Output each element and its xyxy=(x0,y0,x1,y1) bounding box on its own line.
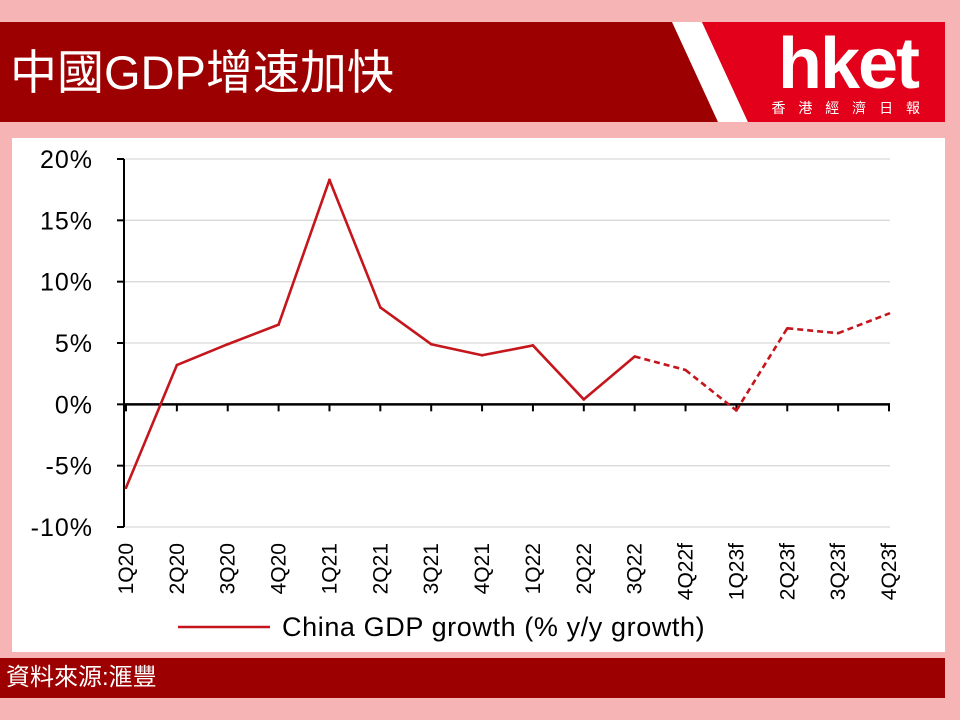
gridlines xyxy=(124,158,890,528)
actual-line-segment xyxy=(328,178,382,309)
data-point xyxy=(226,342,230,346)
data-point xyxy=(735,409,738,412)
data-point xyxy=(429,342,433,346)
x-axis-group: 1Q20 2Q20 3Q20 4Q20 1Q21 2Q21 3Q21 4Q21 1Q22 2Q22… xyxy=(115,403,901,600)
data-point xyxy=(379,306,382,309)
actual-line-segment xyxy=(226,323,280,346)
y-tick-label: -10% xyxy=(31,514,93,542)
x-tick-label: 4Q22f xyxy=(675,543,698,600)
actual-line-segment xyxy=(379,306,433,346)
actual-line-segment xyxy=(429,342,484,357)
actual-line-segment xyxy=(277,178,331,326)
actual-line-segment xyxy=(582,355,636,401)
forecast-line-segment xyxy=(735,327,789,412)
forecast-line-segment xyxy=(837,312,890,335)
logo-white-stripe xyxy=(672,22,748,122)
page-title: 中國GDP增速加快 xyxy=(10,46,394,99)
y-tick-label: 10% xyxy=(40,269,93,297)
forecast-line-segment xyxy=(787,326,839,335)
actual-line-segment xyxy=(531,344,586,401)
source-text: 資料來源:滙豐 xyxy=(6,664,157,691)
forecast-line-segment xyxy=(634,355,686,372)
x-tick-label: 1Q20 xyxy=(115,543,138,594)
x-tick-label: 1Q22 xyxy=(522,543,545,594)
x-tick-label: 3Q21 xyxy=(420,543,443,594)
x-tick-label: 3Q22 xyxy=(624,543,647,594)
data-point xyxy=(277,323,280,326)
x-tick-label: 2Q21 xyxy=(369,543,392,594)
x-tick-label: 1Q23f xyxy=(725,543,748,600)
data-point xyxy=(531,344,535,347)
forecast-line-segment xyxy=(684,368,738,412)
data-point xyxy=(124,486,128,490)
x-tick-label: 2Q23f xyxy=(776,543,799,600)
y-tick-label: 5% xyxy=(55,330,93,358)
hket-logo: hket 香 港 經 濟 日 報 xyxy=(672,22,945,122)
y-tick-label: 15% xyxy=(40,207,93,235)
actual-line-segment xyxy=(175,342,230,367)
y-tick-label: -5% xyxy=(46,453,93,481)
legend: China GDP growth (% y/y growth) xyxy=(178,612,705,642)
data-point xyxy=(633,355,636,358)
x-tick-label: 2Q22 xyxy=(573,543,596,594)
x-tick-label: 1Q21 xyxy=(318,543,341,594)
x-tick-label: 2Q20 xyxy=(166,543,189,594)
data-point xyxy=(887,312,891,315)
series-0 xyxy=(124,178,891,490)
y-tick-label: 20% xyxy=(40,146,93,174)
data-point xyxy=(175,363,179,367)
data-point xyxy=(582,398,586,401)
legend-label: China GDP growth (% y/y growth) xyxy=(282,612,705,642)
y-tick-label: 0% xyxy=(55,391,93,419)
source-footer: 資料來源:滙豐 xyxy=(0,658,945,698)
logo-subtitle-text: 香 港 經 濟 日 報 xyxy=(772,100,925,116)
data-point xyxy=(785,326,789,330)
chart-panel xyxy=(12,138,945,652)
data-point xyxy=(328,178,331,182)
logo-brand-text: hket xyxy=(778,24,920,104)
data-point xyxy=(684,368,687,372)
actual-line-segment xyxy=(124,363,179,490)
x-tick-label: 4Q23f xyxy=(878,543,901,600)
data-point xyxy=(480,353,484,357)
x-tick-label: 3Q23f xyxy=(827,543,850,600)
x-tick-label: 3Q20 xyxy=(217,543,240,594)
y-axis-group: 20% 15% 10% 5% 0% -5% -10% xyxy=(31,146,125,542)
x-tick-label: 4Q21 xyxy=(471,543,494,594)
logo-red-panel xyxy=(702,22,945,122)
x-tick-label: 4Q20 xyxy=(268,543,291,594)
data-point xyxy=(836,331,840,335)
actual-line-segment xyxy=(480,344,535,357)
